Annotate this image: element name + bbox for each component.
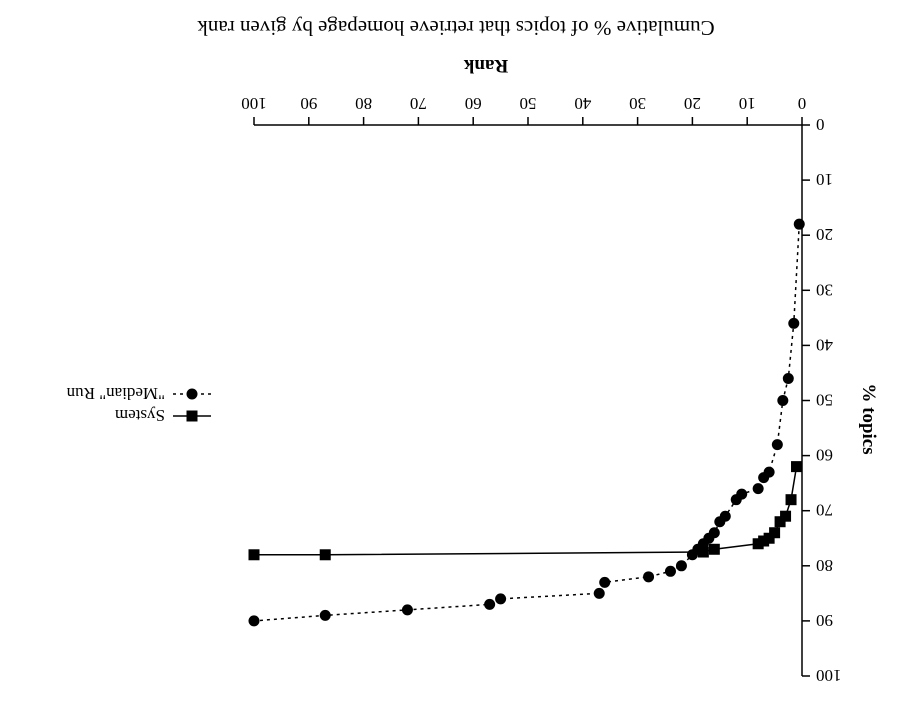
data-point-circle <box>495 593 507 605</box>
x-tick-label: 10 <box>739 94 756 113</box>
data-point-circle <box>664 565 676 577</box>
y-tick-label: 60 <box>816 446 833 465</box>
x-tick-label: 50 <box>520 94 537 113</box>
y-tick-label: 20 <box>816 225 833 244</box>
data-point-square <box>769 527 781 539</box>
chart-title: Cumulative % of topics that retrieve hom… <box>197 16 715 40</box>
series-layer <box>248 218 805 627</box>
data-point-square <box>791 461 803 473</box>
series-line <box>254 466 798 556</box>
data-point-square <box>774 516 786 528</box>
data-point-circle <box>599 576 611 588</box>
y-tick-label: 70 <box>816 501 833 520</box>
x-axis-label: Rank <box>463 55 508 76</box>
y-tick-label: 40 <box>816 335 833 354</box>
y-tick-label: 50 <box>816 391 833 410</box>
data-point-circle <box>771 439 783 451</box>
data-point-square <box>248 549 260 561</box>
data-point-circle <box>793 218 805 230</box>
data-point-square <box>780 510 792 522</box>
x-tick-label: 30 <box>629 94 646 113</box>
legend: System "Median" Run <box>66 384 211 425</box>
data-point-square <box>752 538 764 550</box>
data-point-circle <box>777 395 789 406</box>
data-point-square <box>319 549 331 561</box>
x-tick-label: 40 <box>574 94 591 113</box>
x-tick-label: 70 <box>410 94 427 113</box>
data-point-circle <box>758 472 770 484</box>
data-point-square <box>697 546 709 558</box>
x-tick-label: 60 <box>465 94 482 113</box>
y-tick-label: 10 <box>816 170 833 189</box>
data-point-circle <box>484 598 496 610</box>
chart-rotated-group: Cumulative % of topics that retrieve hom… <box>66 16 879 685</box>
data-point-circle <box>752 483 764 495</box>
data-point-circle <box>714 516 726 528</box>
y-tick-label: 90 <box>816 611 833 630</box>
legend-marker-square <box>186 410 198 422</box>
data-point-square <box>785 494 797 506</box>
y-tick-label: 80 <box>816 556 833 575</box>
data-point-circle <box>401 604 413 616</box>
x-tick-label: 80 <box>355 94 372 113</box>
legend-marker-circle <box>186 388 198 400</box>
data-point-circle <box>675 560 687 572</box>
data-point-circle <box>643 571 655 583</box>
x-tick-label: 90 <box>300 94 317 113</box>
data-point-square <box>708 543 720 555</box>
data-point-circle <box>782 372 794 384</box>
data-point-circle <box>319 609 331 621</box>
data-point-circle <box>248 615 260 627</box>
y-axis-label: % topics <box>858 383 879 454</box>
data-point-circle <box>788 317 800 329</box>
legend-label: "Median" Run <box>66 384 165 403</box>
axis-ticks: 0 10 20 30 40 50 60 70 80 90 100 0 10 20 30 40 50 60 70 80 9… <box>241 94 841 685</box>
series-line <box>253 224 801 622</box>
data-point-circle <box>593 587 605 599</box>
y-tick-label: 30 <box>816 280 833 299</box>
x-tick-label: 0 <box>798 94 807 113</box>
data-point-circle <box>730 494 742 506</box>
data-point-circle <box>686 549 698 561</box>
y-tick-label: 0 <box>816 115 825 134</box>
y-tick-label: 100 <box>816 666 842 685</box>
x-tick-label: 100 <box>241 94 267 113</box>
legend-label: System <box>115 406 165 425</box>
x-tick-label: 20 <box>684 94 701 113</box>
